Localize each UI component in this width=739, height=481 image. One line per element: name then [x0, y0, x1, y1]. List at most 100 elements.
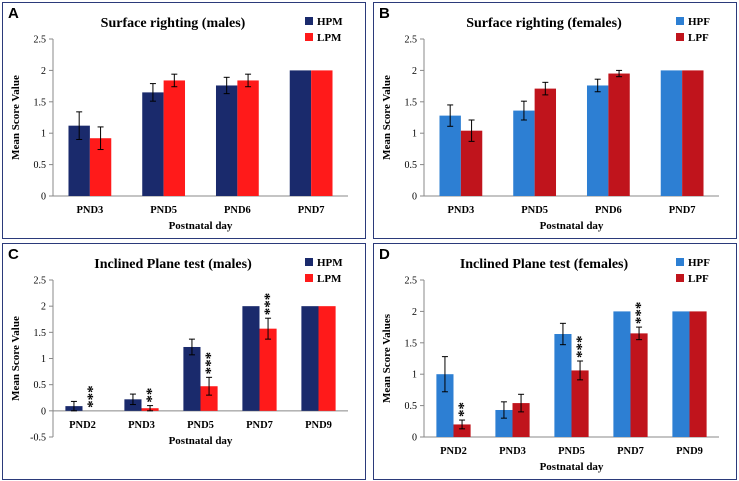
y-tick-label: 2.5	[34, 276, 47, 287]
y-tick-label: 2	[41, 302, 46, 313]
x-axis-label: Postnatal day	[540, 461, 604, 473]
bar-HPF-PND7	[660, 70, 683, 196]
bar-HPM-PND3	[68, 125, 90, 196]
legend-label-HPM: HPM	[317, 257, 343, 269]
chart-surface-righting-males: Surface righting (males) 0 0.5 1 1.5 2 2.5 Mean…	[10, 16, 348, 232]
x-tick-label: PND3	[128, 420, 155, 431]
legend-label-LPF: LPF	[688, 32, 709, 44]
legend-swatch-LPF	[676, 33, 684, 41]
x-tick-label: PND7	[617, 446, 644, 457]
y-tick-label: 1.5	[405, 338, 418, 349]
significance-mark: ***	[203, 352, 219, 375]
significance-mark: ***	[262, 293, 278, 316]
y-tick-label: 0.5	[405, 160, 418, 171]
x-tick-label: PND2	[440, 446, 467, 457]
bar-LPM-PND7	[311, 70, 333, 196]
x-tick-label: PND2	[69, 420, 96, 431]
significance-mark: **	[456, 402, 472, 417]
y-tick-label: 0	[41, 192, 46, 203]
y-axis-label: Mean Score Value	[10, 75, 22, 160]
bar-HPF-PND5	[513, 110, 535, 196]
significance-mark: ***	[633, 302, 649, 325]
y-tick-label: 2	[412, 307, 417, 318]
y-tick-label: 0	[41, 406, 46, 417]
bar-LPF-PND2	[453, 424, 471, 437]
legend-swatch-HPF	[676, 17, 684, 25]
chart-title: Inclined Plane test (females)	[460, 257, 629, 272]
bar-LPM-PND7	[259, 328, 277, 411]
bar-HPF-PND2	[436, 374, 454, 437]
y-tick-label: 0	[412, 192, 417, 203]
x-tick-label: PND3	[447, 205, 474, 216]
legend-swatch-LPM	[305, 33, 313, 41]
y-tick-label: -0.5	[30, 433, 46, 444]
chart-title: Surface righting (females)	[466, 16, 622, 31]
bar-LPF-PND6	[608, 73, 630, 196]
legend-label-HPM: HPM	[317, 16, 343, 28]
y-tick-label: 0	[412, 433, 417, 444]
y-tick-label: 0.5	[34, 160, 47, 171]
bar-HPM-PND9	[301, 306, 319, 411]
chart-title: Inclined Plane test (males)	[94, 257, 252, 272]
legend-label-LPM: LPM	[317, 273, 342, 285]
bar-LPF-PND3	[512, 403, 530, 437]
bar-LPF-PND9	[689, 311, 707, 437]
y-tick-label: 2.5	[405, 276, 418, 287]
panel-letter: C	[8, 246, 19, 263]
y-tick-label: 1	[412, 370, 417, 381]
legend-label-HPF: HPF	[688, 16, 710, 28]
chart-inclined-plane-females: Inclined Plane test (females) 0 0.5 1 1.5 2 2.…	[381, 257, 719, 473]
x-tick-label: PND7	[298, 205, 325, 216]
bar-LPF-PND7	[682, 70, 704, 196]
bar-HPF-PND5	[554, 334, 572, 437]
legend-label-LPM: LPM	[317, 32, 342, 44]
y-tick-label: 1.5	[34, 97, 47, 108]
bar-HPF-PND6	[586, 85, 609, 196]
panel-letter: B	[379, 5, 390, 22]
x-tick-label: PND7	[246, 420, 273, 431]
legend-swatch-HPF	[676, 258, 684, 266]
bar-LPF-PND3	[460, 130, 483, 196]
legend-label-LPF: LPF	[688, 273, 709, 285]
panel-letter: D	[379, 246, 390, 263]
x-tick-label: PND9	[676, 446, 703, 457]
x-tick-label: PND3	[499, 446, 526, 457]
y-axis-label: Mean Score Value	[10, 316, 22, 401]
y-axis-label: Mean Score Values	[381, 313, 393, 403]
bar-LPM-PND9	[318, 306, 336, 411]
x-tick-label: PND5	[521, 205, 548, 216]
x-tick-label: PND6	[595, 205, 622, 216]
x-axis-label: Postnatal day	[169, 435, 233, 447]
chart-inclined-plane-males: Inclined Plane test (males) -0.5 0 0.5 1 1.5 2…	[10, 257, 348, 447]
significance-mark: **	[144, 388, 160, 403]
bar-LPM-PND5	[163, 80, 186, 196]
bar-HPF-PND3	[495, 409, 513, 437]
legend-swatch-HPM	[305, 258, 313, 266]
legend-swatch-LPF	[676, 274, 684, 282]
y-tick-label: 0.5	[34, 380, 47, 391]
bar-HPM-PND6	[215, 85, 238, 196]
bar-LPF-PND5	[534, 88, 557, 196]
bar-LPF-PND5	[571, 370, 589, 437]
panel-D: D Inclined Plane test (females) 0 0.5 1 1.5 2…	[373, 243, 737, 480]
legend-label-HPF: HPF	[688, 257, 710, 269]
panel-A: A Surface righting (males) 0 0.5 1 1.5 2 2.5 Me…	[2, 2, 366, 239]
panel-letter: A	[8, 5, 19, 22]
bar-LPM-PND5	[200, 386, 218, 411]
chart-surface-righting-females: Surface righting (females) 0 0.5 1 1.5 2 2.5 Me…	[381, 16, 719, 232]
significance-mark: ***	[85, 385, 101, 408]
bar-LPF-PND7	[630, 333, 648, 437]
bar-LPM-PND6	[237, 80, 259, 196]
y-tick-label: 2.5	[34, 35, 47, 46]
y-tick-label: 2.5	[405, 35, 418, 46]
x-tick-label: PND5	[558, 446, 585, 457]
significance-mark: ***	[574, 336, 590, 359]
x-tick-label: PND9	[305, 420, 332, 431]
bar-HPM-PND5	[183, 346, 201, 411]
y-axis-label: Mean Score Value	[381, 75, 393, 160]
bar-HPM-PND7	[289, 70, 312, 196]
y-tick-label: 1	[412, 129, 417, 140]
legend-swatch-LPM	[305, 274, 313, 282]
panel-B: B Surface righting (females) 0 0.5 1 1.5 2 2.5…	[373, 2, 737, 239]
bar-HPM-PND3	[124, 399, 142, 411]
